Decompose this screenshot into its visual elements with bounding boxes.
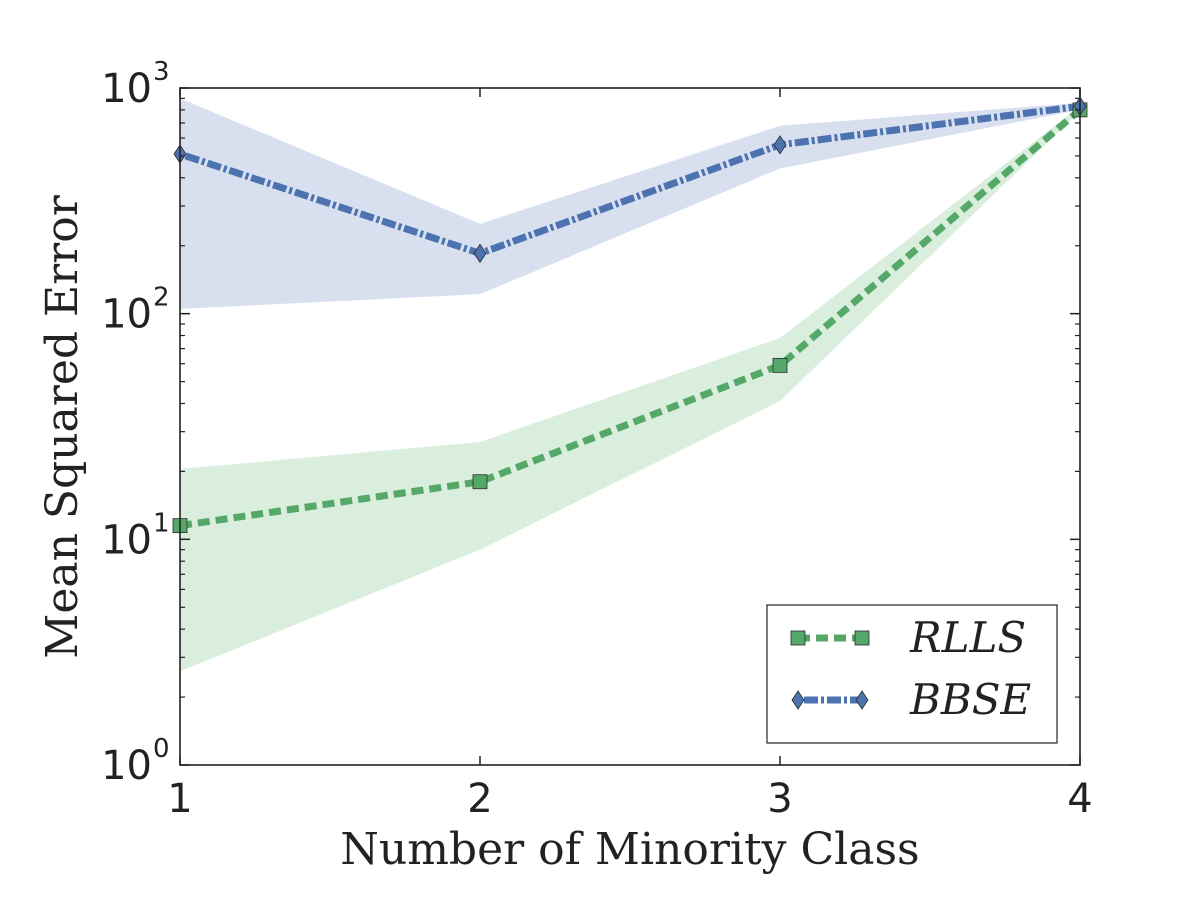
legend-marker-end-bbse: [855, 690, 869, 710]
x-tick-label-0: 1: [167, 776, 192, 822]
legend-label-rlls: RLLS: [909, 613, 1026, 662]
y-tick-label-3: 10: [101, 66, 152, 112]
series-lines: [178, 102, 1083, 530]
legend-marker-end-rlls: [854, 630, 870, 646]
y-tick-label-2: 10: [101, 292, 152, 338]
marker-bbse-2: [773, 135, 787, 155]
legend: RLLS BBSE: [766, 604, 1058, 744]
y-axis-title: Mean Squared Error: [37, 194, 88, 658]
marker-bbse-1: [473, 243, 487, 264]
legend-label-bbse: BBSE: [909, 675, 1031, 724]
confidence-bands: [180, 98, 1080, 672]
axis-ticks: [179, 87, 1081, 766]
y-tick-exponent-3: 3: [153, 57, 170, 87]
legend-marker-start-bbse: [791, 690, 805, 710]
band-rlls: [180, 106, 1080, 672]
y-tick-exponent-0: 0: [153, 734, 170, 764]
y-tick-exponent-2: 2: [153, 283, 170, 313]
x-tick-label-2: 3: [767, 776, 792, 822]
plot-area-frame: [179, 87, 1081, 766]
y-tick-label-1: 10: [101, 517, 152, 563]
x-tick-labels: 1 2 3 4: [167, 776, 1092, 822]
legend-marker-start-rlls: [790, 630, 806, 646]
x-axis-title: Number of Minority Class: [340, 824, 919, 875]
legend-frame: [766, 604, 1058, 744]
x-tick-label-1: 2: [467, 776, 492, 822]
marker-rlls-1: [472, 474, 488, 490]
line-bbse: [178, 102, 1081, 258]
marker-rlls-2: [772, 357, 788, 373]
y-tick-label-0: 10: [101, 743, 152, 789]
y-tick-exponent-1: 1: [153, 508, 170, 538]
band-bbse: [180, 98, 1080, 309]
line-rlls: [179, 107, 1083, 530]
x-tick-label-3: 4: [1067, 776, 1092, 822]
